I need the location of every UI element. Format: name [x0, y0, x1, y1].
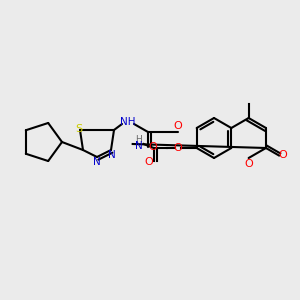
Text: N: N [135, 141, 142, 151]
Text: N: N [108, 150, 116, 160]
Text: H: H [135, 136, 142, 145]
Text: O: O [173, 143, 182, 153]
Text: O: O [279, 151, 287, 160]
Text: NH: NH [120, 117, 136, 127]
Text: O: O [244, 159, 253, 169]
Text: S: S [75, 124, 82, 134]
Text: O: O [148, 142, 158, 152]
Text: O: O [144, 157, 153, 167]
Text: O: O [174, 121, 182, 131]
Text: N: N [93, 157, 101, 167]
